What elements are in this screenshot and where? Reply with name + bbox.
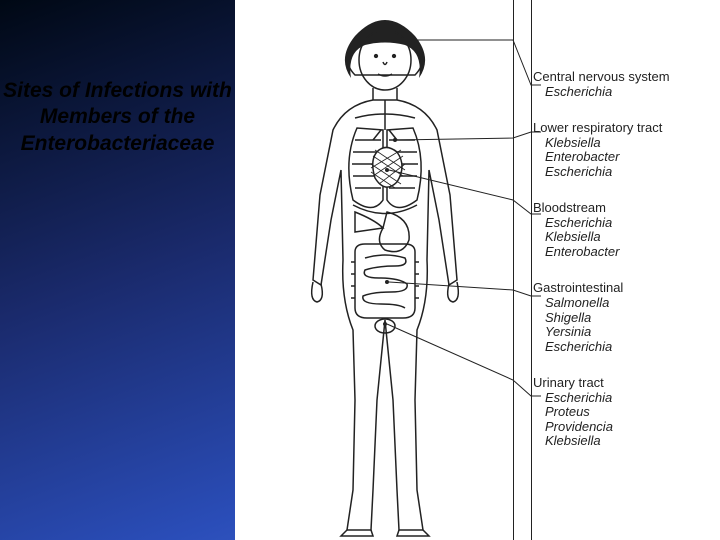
site-name: Central nervous system <box>533 70 708 85</box>
site-name: Gastrointestinal <box>533 281 708 296</box>
organism: Escherichia <box>533 340 708 355</box>
label-cns: Central nervous system Escherichia <box>533 70 708 99</box>
label-ut: Urinary tract Escherichia Proteus Provid… <box>533 376 708 449</box>
label-lrt: Lower respiratory tract Klebsiella Enter… <box>533 121 708 179</box>
label-gi: Gastrointestinal Salmonella Shigella Yer… <box>533 281 708 354</box>
label-column: Central nervous system Escherichia Lower… <box>533 70 708 471</box>
organism: Klebsiella <box>533 136 708 151</box>
organism: Klebsiella <box>533 230 708 245</box>
organism: Enterobacter <box>533 150 708 165</box>
organism: Escherichia <box>533 85 708 100</box>
organism: Shigella <box>533 311 708 326</box>
organism: Enterobacter <box>533 245 708 260</box>
site-name: Bloodstream <box>533 201 708 216</box>
slide-title: Sites of Infections with Members of the … <box>0 78 235 157</box>
slide-root: Central nervous system Escherichia Lower… <box>0 0 720 540</box>
site-name: Lower respiratory tract <box>533 121 708 136</box>
organism: Providencia <box>533 420 708 435</box>
site-name: Urinary tract <box>533 376 708 391</box>
organism: Escherichia <box>533 216 708 231</box>
label-blood: Bloodstream Escherichia Klebsiella Enter… <box>533 201 708 259</box>
organism: Yersinia <box>533 325 708 340</box>
anatomy-figure: Central nervous system Escherichia Lower… <box>235 0 720 540</box>
organism: Proteus <box>533 405 708 420</box>
organism: Klebsiella <box>533 434 708 449</box>
organism: Salmonella <box>533 296 708 311</box>
organism: Escherichia <box>533 165 708 180</box>
organism: Escherichia <box>533 391 708 406</box>
